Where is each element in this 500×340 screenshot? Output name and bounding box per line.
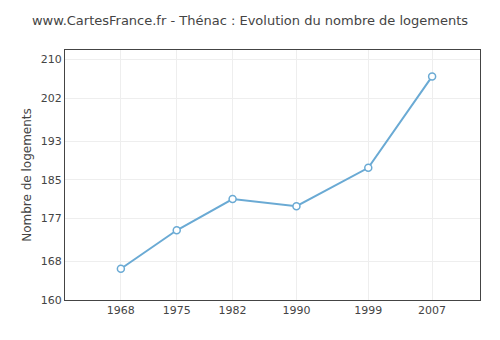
svg-text:1990: 1990 xyxy=(282,304,310,317)
svg-text:1999: 1999 xyxy=(354,304,382,317)
svg-text:1968: 1968 xyxy=(107,304,135,317)
svg-text:168: 168 xyxy=(41,255,62,268)
svg-text:1982: 1982 xyxy=(219,304,247,317)
svg-text:2007: 2007 xyxy=(418,304,446,317)
svg-text:1975: 1975 xyxy=(163,304,191,317)
svg-text:177: 177 xyxy=(41,212,62,225)
svg-text:210: 210 xyxy=(41,53,62,66)
svg-text:Nombre de logements: Nombre de logements xyxy=(20,108,34,242)
svg-text:193: 193 xyxy=(41,135,62,148)
svg-text:202: 202 xyxy=(41,92,62,105)
svg-text:185: 185 xyxy=(41,174,62,187)
svg-text:www.CartesFrance.fr - Thénac :: www.CartesFrance.fr - Thénac : Evolution… xyxy=(32,13,468,28)
svg-text:160: 160 xyxy=(41,294,62,307)
